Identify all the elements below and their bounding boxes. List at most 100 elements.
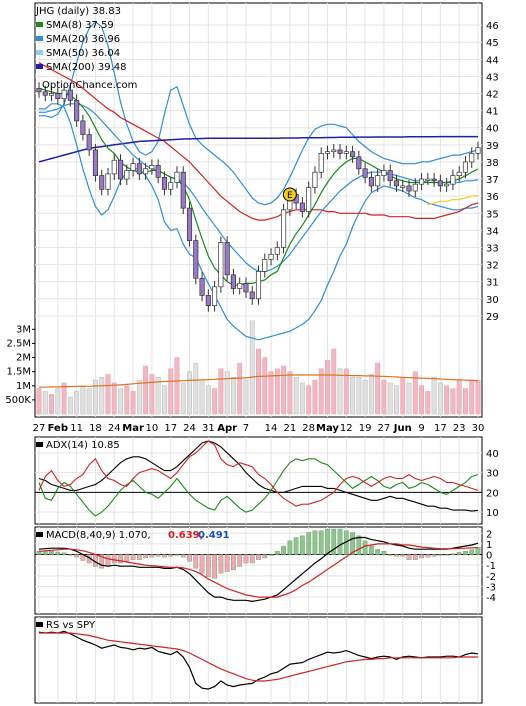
macd-histogram-bar	[325, 528, 330, 555]
candle-body	[230, 274, 236, 289]
macd-histogram-bar	[300, 535, 305, 555]
x-tick-label: 21	[283, 423, 296, 434]
macd-histogram-bar	[224, 554, 230, 572]
volume-bar	[287, 371, 293, 415]
macd-histogram-bar	[406, 554, 412, 560]
macd-histogram-bar	[274, 550, 280, 555]
volume-bar	[318, 368, 324, 415]
macd-histogram-bar	[162, 554, 167, 558]
candle-body	[130, 163, 136, 171]
earnings-marker-label: E	[287, 191, 293, 201]
volume-bar	[368, 374, 374, 415]
candle-body	[437, 180, 443, 187]
macd-histogram-bar	[243, 554, 249, 564]
volume-bar	[67, 396, 73, 415]
candle-body	[362, 168, 368, 178]
volume-bar	[419, 385, 425, 415]
candle-body	[193, 240, 199, 279]
macd-histogram-bar	[425, 554, 431, 558]
price-tick-label: 31	[486, 278, 499, 289]
macd-swatch	[36, 532, 43, 537]
adx-tick-label: 30	[486, 469, 499, 480]
legend-sma50: SMA(50) 36.04	[46, 48, 120, 59]
macd-histogram-bar	[394, 554, 399, 557]
candle-body	[67, 89, 73, 101]
volume-bar	[230, 377, 236, 415]
volume-bar	[149, 374, 155, 415]
candle-body	[318, 153, 324, 173]
x-tick-label: 31	[202, 423, 215, 434]
price-tick-label: 44	[486, 55, 499, 66]
volume-tick-label: 2.5M	[6, 338, 31, 349]
volume-bar	[412, 371, 418, 415]
macd-legend: MACD(8,40,9) 1.070, 0.639, 0.491	[36, 530, 230, 541]
candle-body	[337, 149, 343, 154]
legend-sma20: SMA(20) 36.96	[46, 34, 120, 45]
candle-body	[425, 178, 431, 181]
candle-body	[92, 149, 98, 176]
candle-body	[431, 178, 437, 182]
macd-histogram-bar	[469, 549, 475, 555]
macd-tick-label: -3	[486, 582, 496, 593]
macd-histogram-bar	[249, 554, 255, 564]
macd-series-signal	[38, 543, 479, 598]
candle-body	[186, 207, 193, 241]
rs-swatch	[36, 622, 43, 627]
price-tick-label: 40	[486, 124, 499, 135]
candle-body	[212, 286, 218, 306]
volume-bar	[325, 360, 330, 415]
price-tick-label: 29	[486, 312, 499, 323]
x-tick-label: 9	[418, 423, 424, 434]
volume-bar	[406, 382, 412, 415]
volume-tick-label: 1M	[16, 381, 31, 392]
macd-histogram-bar	[212, 554, 217, 579]
panel-frame-adx	[34, 436, 483, 525]
legend-sma8: SMA(8) 37.59	[46, 20, 114, 31]
candle-body	[155, 165, 161, 178]
adx-swatch	[36, 442, 43, 447]
macd-tick-label: -4	[486, 593, 496, 604]
price-tick-label: 33	[486, 243, 499, 254]
price-tick-label: 36	[486, 192, 499, 203]
candle-body	[306, 187, 312, 212]
volume-bar	[105, 374, 111, 415]
volume-bar	[306, 385, 312, 415]
candle-body	[387, 170, 393, 182]
macd-histogram-bar	[331, 528, 337, 555]
price-tick-label: 37	[486, 175, 499, 186]
volume-tick-label: 1.5M	[6, 367, 31, 378]
macd-histogram-bar	[67, 554, 73, 556]
macd-histogram-bar	[61, 552, 67, 555]
price-tick-label: 42	[486, 90, 499, 101]
volume-bar	[212, 388, 218, 415]
x-tick-label: 11	[70, 423, 83, 434]
macd-histogram-bar	[268, 554, 274, 556]
volume-bar	[49, 393, 54, 415]
candle-body	[350, 151, 356, 158]
volume-bar	[74, 391, 80, 415]
candle-body	[117, 159, 124, 180]
panel-frame-price	[34, 2, 483, 418]
candle-body	[180, 171, 186, 209]
candle-body	[444, 183, 450, 187]
macd-histogram-bar	[55, 551, 61, 555]
macd-histogram-bar	[475, 547, 481, 555]
volume-bar	[80, 385, 86, 415]
macd-histogram-bar	[136, 554, 142, 560]
volume-bar	[375, 362, 381, 415]
candle-body	[237, 283, 243, 289]
volume-bar	[299, 382, 305, 415]
price-tick-label: 45	[486, 38, 499, 49]
adx-series-minus_di	[38, 440, 479, 507]
legend-swatch-sma20	[36, 36, 43, 41]
x-tick-label: 18	[89, 423, 102, 434]
macd-histogram-bar	[256, 554, 261, 560]
volume-bar	[205, 385, 211, 415]
bollinger-lower-line	[39, 103, 479, 341]
candle-body	[99, 175, 105, 190]
volume-bar	[218, 368, 224, 415]
candle-body	[105, 173, 111, 190]
candle-body	[42, 91, 48, 96]
macd-histogram-bar	[118, 554, 123, 564]
price-tick-label: 39	[486, 141, 499, 152]
